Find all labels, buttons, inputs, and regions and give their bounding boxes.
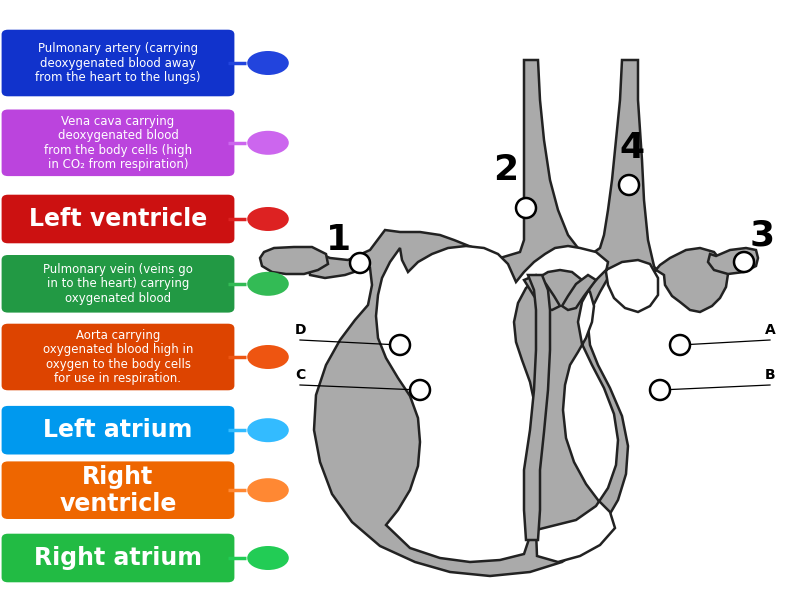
FancyBboxPatch shape [2,406,234,455]
Text: Vena cava carrying
deoxygenated blood
from the body cells (high
in CO₂ from resp: Vena cava carrying deoxygenated blood fr… [44,115,192,171]
Circle shape [390,335,410,355]
Polygon shape [708,248,758,274]
Text: 2: 2 [494,153,518,187]
Polygon shape [562,275,596,310]
Text: 3: 3 [750,218,774,252]
Text: Pulmonary artery (carrying
deoxygenated blood away
from the heart to the lungs): Pulmonary artery (carrying deoxygenated … [35,42,201,84]
Polygon shape [524,275,560,310]
FancyBboxPatch shape [2,534,234,582]
Polygon shape [260,247,328,274]
FancyBboxPatch shape [2,461,234,519]
Circle shape [734,252,754,272]
Ellipse shape [247,51,289,75]
Polygon shape [376,246,658,562]
FancyBboxPatch shape [2,255,234,313]
Circle shape [670,335,690,355]
Ellipse shape [247,131,289,155]
FancyBboxPatch shape [2,29,234,96]
Text: 4: 4 [619,131,645,165]
Circle shape [410,380,430,400]
FancyBboxPatch shape [2,323,234,390]
Text: B: B [765,368,775,382]
Text: Aorta carrying
oxygenated blood high in
oxygen to the body cells
for use in resp: Aorta carrying oxygenated blood high in … [43,329,193,385]
Ellipse shape [247,345,289,369]
Text: D: D [294,323,306,337]
Text: Left atrium: Left atrium [43,418,193,442]
Text: Pulmonary vein (veins go
in to the heart) carrying
oxygenated blood: Pulmonary vein (veins go in to the heart… [43,263,193,305]
Text: Right
ventricle: Right ventricle [59,465,177,515]
Text: 1: 1 [326,223,350,257]
Text: Right atrium: Right atrium [34,546,202,570]
Ellipse shape [247,478,289,502]
Circle shape [516,198,536,218]
Circle shape [350,253,370,273]
Text: C: C [295,368,305,382]
Text: Left ventricle: Left ventricle [29,207,207,231]
Ellipse shape [247,207,289,231]
FancyBboxPatch shape [2,194,234,243]
FancyBboxPatch shape [2,109,234,176]
Text: A: A [765,323,775,337]
Ellipse shape [247,546,289,570]
Circle shape [650,380,670,400]
Ellipse shape [247,418,289,442]
Polygon shape [308,60,728,576]
Ellipse shape [247,272,289,296]
Circle shape [619,175,639,195]
Polygon shape [524,275,550,540]
